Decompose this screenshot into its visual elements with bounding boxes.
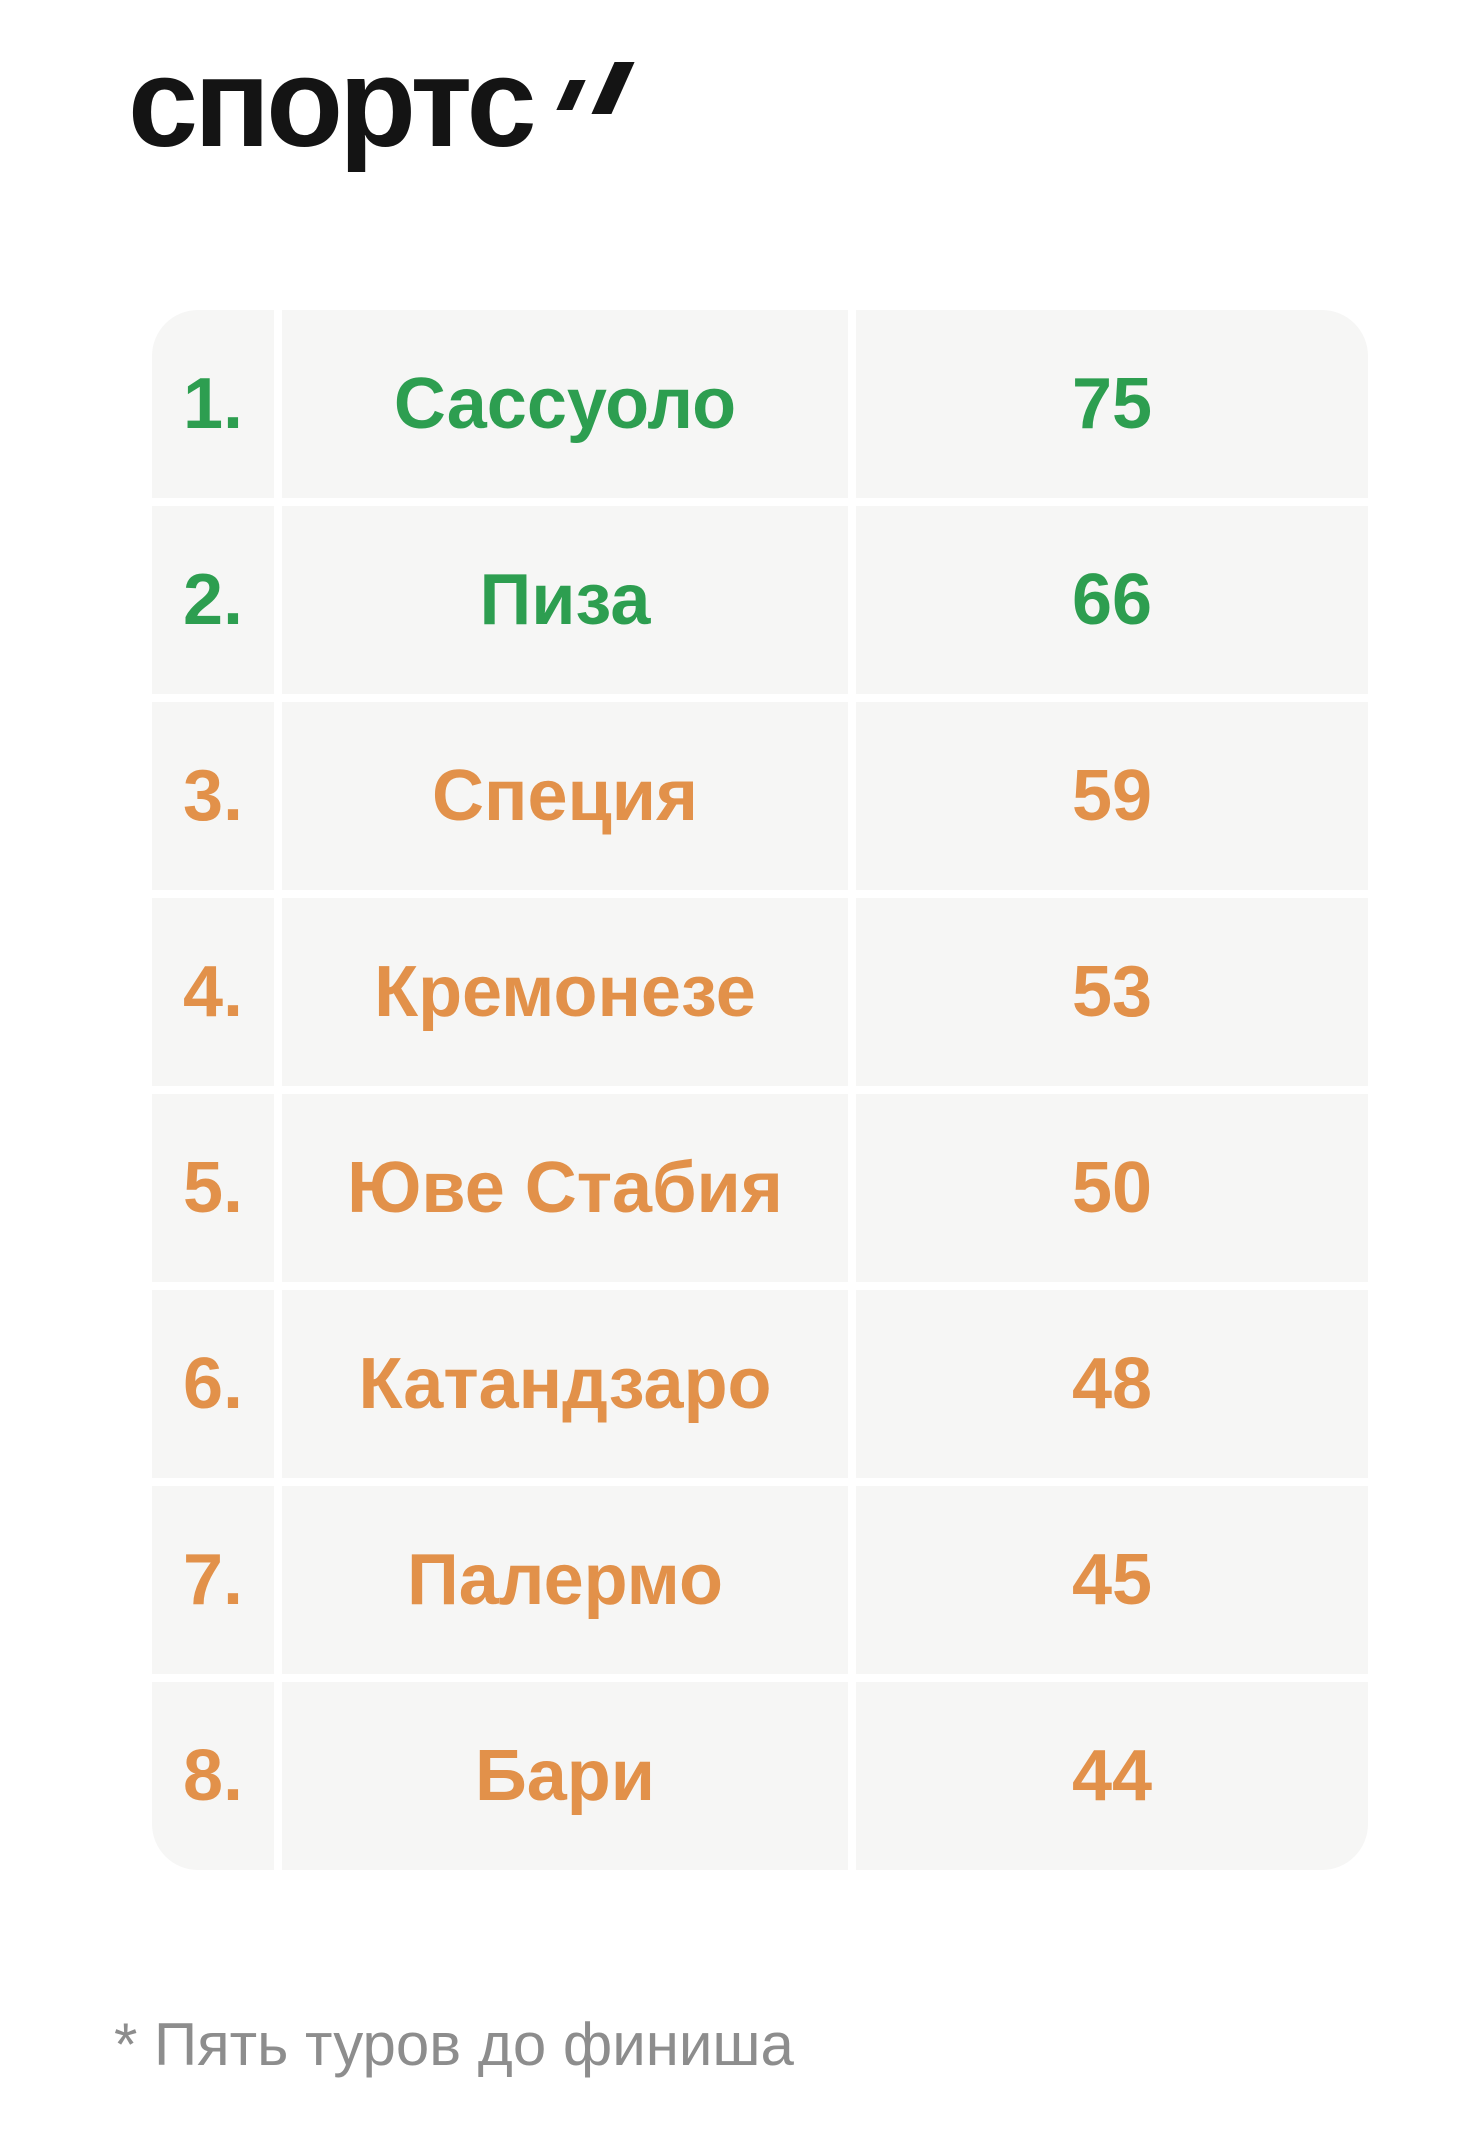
team-cell: Палермо	[282, 1486, 848, 1674]
team-cell: Юве Стабия	[282, 1094, 848, 1282]
points-cell: 45	[856, 1486, 1368, 1674]
team-cell: Катандзаро	[282, 1290, 848, 1478]
team-cell: Кремонезе	[282, 898, 848, 1086]
points-cell: 48	[856, 1290, 1368, 1478]
quote-bar-left	[556, 80, 586, 110]
rank-cell: 8.	[152, 1682, 274, 1870]
footnote: * Пять туров до финиша	[114, 2011, 794, 2078]
team-cell: Пиза	[282, 506, 848, 694]
points-cell: 66	[856, 506, 1368, 694]
sports-ru-logo: спортс	[128, 32, 635, 184]
rank-cell: 4.	[152, 898, 274, 1086]
rank-cell: 1.	[152, 310, 274, 498]
team-cell: Сассуоло	[282, 310, 848, 498]
points-cell: 75	[856, 310, 1368, 498]
rank-cell: 2.	[152, 506, 274, 694]
double-prime-quote-icon	[553, 60, 663, 124]
rank-cell: 3.	[152, 702, 274, 890]
points-cell: 44	[856, 1682, 1368, 1870]
quote-bar-right	[591, 62, 635, 114]
points-cell: 50	[856, 1094, 1368, 1282]
logo-text: спортс	[128, 32, 537, 173]
team-cell: Специя	[282, 702, 848, 890]
rank-cell: 5.	[152, 1094, 274, 1282]
team-cell: Бари	[282, 1682, 848, 1870]
points-cell: 59	[856, 702, 1368, 890]
standings-table: 1. Сассуоло 75 2. Пиза 66 3. Специя 59 4…	[152, 310, 1368, 1870]
rank-cell: 7.	[152, 1486, 274, 1674]
points-cell: 53	[856, 898, 1368, 1086]
rank-cell: 6.	[152, 1290, 274, 1478]
